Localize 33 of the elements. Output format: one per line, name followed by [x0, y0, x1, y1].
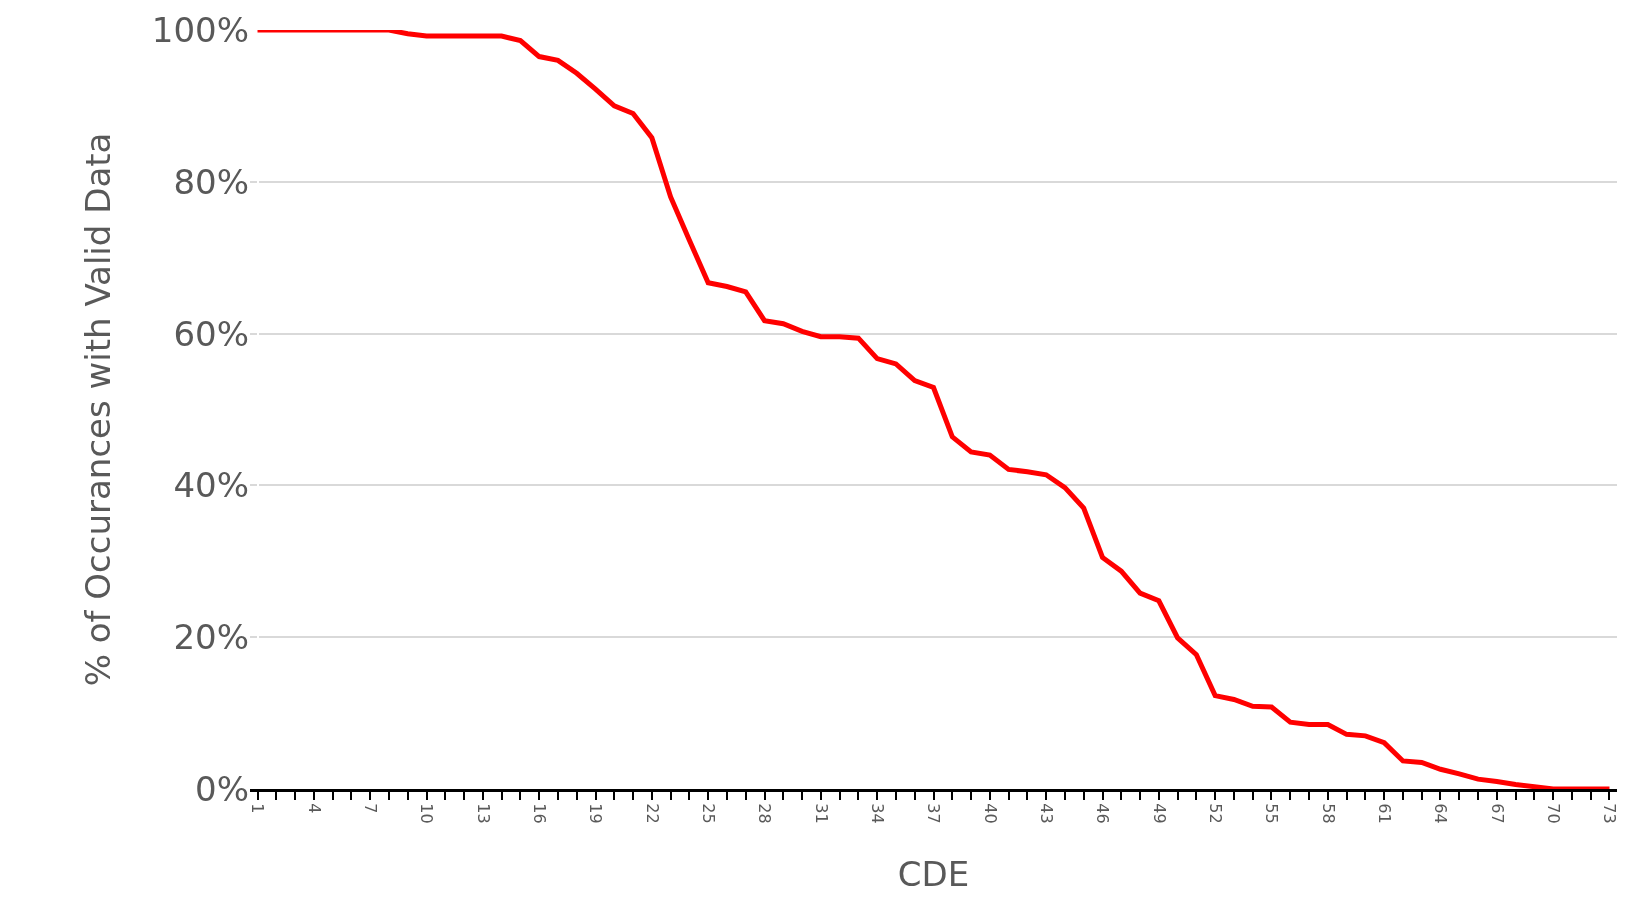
y-axis-title: % of Occurances with Valid Data: [78, 132, 119, 687]
x-tick-label: 4: [304, 803, 324, 814]
x-axis-title: CDE: [897, 853, 970, 894]
x-tick-label: 58: [1318, 803, 1338, 824]
x-tick-label: 16: [529, 803, 549, 824]
x-tick-label: 64: [1431, 803, 1451, 824]
x-tick-label: 61: [1374, 803, 1394, 824]
y-tick-label: 0%: [195, 768, 249, 809]
y-tick-label: 100%: [151, 9, 249, 50]
x-tick-label: 7: [360, 803, 380, 814]
x-tick-label: 52: [1205, 803, 1225, 824]
x-tick-label: 73: [1600, 803, 1620, 824]
y-tick-label: 40%: [173, 465, 249, 506]
x-tick-label: 10: [417, 803, 437, 824]
x-tick-label: 70: [1543, 803, 1563, 824]
x-tick-label: 31: [811, 803, 831, 824]
y-tick-label: 20%: [173, 617, 249, 658]
x-tick-label: 43: [1036, 803, 1056, 824]
x-tick-label: 1: [248, 803, 268, 814]
x-tick-label: 28: [755, 803, 775, 824]
x-tick-label: 37: [924, 803, 944, 824]
x-tick-label: 55: [1262, 803, 1282, 824]
y-tick-label: 80%: [173, 161, 249, 202]
x-tick-label: 13: [473, 803, 493, 824]
x-tick-label: 22: [642, 803, 662, 824]
x-tick-label: 25: [698, 803, 718, 824]
x-tick-label: 19: [586, 803, 606, 824]
y-tick-label: 60%: [173, 313, 249, 354]
x-tick-label: 49: [1149, 803, 1169, 824]
x-tick-label: 67: [1487, 803, 1507, 824]
x-tick-label: 34: [867, 803, 887, 824]
x-tick-label: 40: [980, 803, 1000, 824]
x-tick-label: 46: [1093, 803, 1113, 824]
